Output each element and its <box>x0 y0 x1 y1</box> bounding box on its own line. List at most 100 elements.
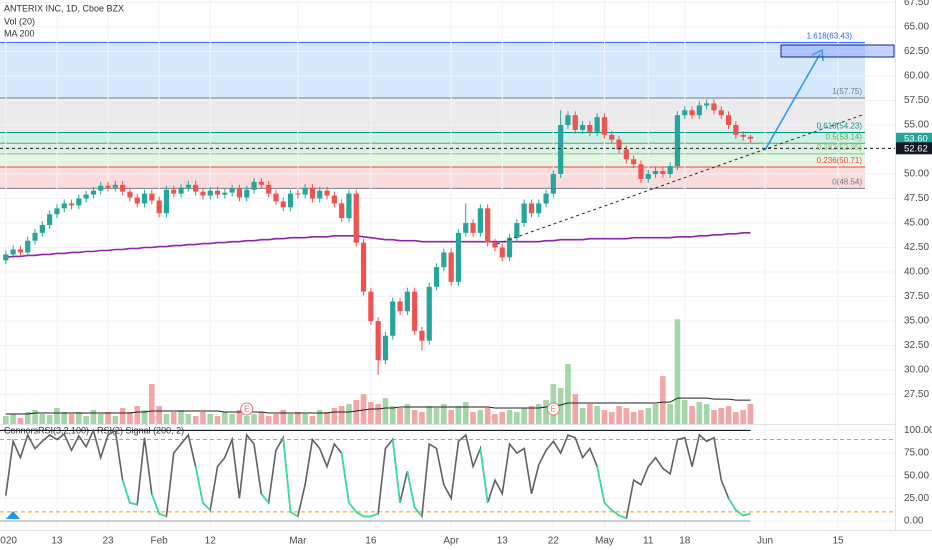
volume-bar <box>579 408 586 424</box>
volume-bar <box>499 412 506 424</box>
volume-bar <box>645 408 652 424</box>
candle-body <box>214 190 221 195</box>
volume-bar <box>470 412 476 424</box>
x-tick-label: Mar <box>289 536 307 547</box>
candle-body <box>747 136 754 139</box>
rsi-oversold-segment <box>370 512 379 518</box>
volume-bar <box>630 412 637 424</box>
candle-body <box>565 115 571 125</box>
candle-body <box>200 191 206 196</box>
volume-bar <box>484 408 491 424</box>
volume-bar <box>528 406 535 424</box>
volume-bar <box>419 412 425 424</box>
volume-bar <box>178 410 184 424</box>
candle-body <box>273 193 279 202</box>
volume-bar <box>112 416 119 424</box>
x-tick-label: 13 <box>51 536 63 547</box>
volume-bar <box>703 404 710 424</box>
rsi-tick-label: 75.00 <box>904 448 929 459</box>
candle-body <box>68 203 75 206</box>
y-tick-label: 32.50 <box>904 340 929 351</box>
candle-body <box>185 184 191 188</box>
candle-body <box>616 139 622 150</box>
candle-body <box>207 190 213 196</box>
x-tick-label: 18 <box>679 536 691 547</box>
rsi-oversold-segment <box>202 502 211 511</box>
rsi-oversold-segment <box>348 502 357 513</box>
x-tick-label: May <box>595 536 614 547</box>
candle-body <box>222 192 228 195</box>
candle-body <box>178 187 184 194</box>
fib-label: 0.618(54.23) <box>817 122 863 131</box>
candle-body <box>76 198 82 206</box>
rsi-oversold-segment <box>340 452 350 503</box>
candle-body <box>47 214 53 225</box>
volume-bar <box>280 410 287 424</box>
x-tick-label: 15 <box>832 536 844 547</box>
x-tick-label: 11 <box>643 536 654 547</box>
volume-bar <box>667 404 673 424</box>
candle-body <box>499 247 505 258</box>
candle-body <box>426 286 432 341</box>
x-tick-label: 2020 <box>0 536 17 547</box>
indicator-label: Vol (20) <box>4 16 35 26</box>
candle-body <box>601 117 608 135</box>
volume-bar <box>258 412 265 424</box>
trend-line <box>496 114 863 245</box>
rsi-tick-label: 50.00 <box>904 470 929 481</box>
volume-bar <box>477 410 484 424</box>
volume-bar <box>608 412 615 424</box>
rsi-oversold-segment <box>742 512 751 517</box>
rsi-oversold-segment <box>121 479 131 504</box>
candle-body <box>382 335 389 361</box>
candle-body <box>25 240 31 253</box>
fib-label: 0.5(53.14) <box>826 132 863 141</box>
candle-body <box>448 252 454 282</box>
price-badge-label: 52.62 <box>904 143 928 154</box>
candle-body <box>740 134 746 137</box>
volume-bar <box>61 412 68 424</box>
volume-bar <box>681 400 688 424</box>
candle-body <box>317 190 323 199</box>
fib-label: 0(48.54) <box>832 177 862 186</box>
rsi-oversold-segment <box>290 511 299 518</box>
y-tick-label: 47.50 <box>904 193 929 204</box>
volume-bar <box>46 415 53 424</box>
volume-bar <box>185 414 192 424</box>
candle-body <box>39 224 45 233</box>
x-tick-label: 22 <box>548 536 560 547</box>
candle-body <box>485 208 491 243</box>
candle-body <box>397 301 403 312</box>
y-tick-label: 55.00 <box>904 120 929 131</box>
volume-bar <box>331 408 338 424</box>
candle-body <box>331 195 337 204</box>
candle-body <box>10 249 16 255</box>
candle-body <box>433 267 440 287</box>
candle-body <box>521 203 527 224</box>
price-badge <box>896 132 932 145</box>
candle-body <box>579 124 586 130</box>
candle-body <box>163 189 170 214</box>
candle-body <box>674 115 681 167</box>
rsi-tick-label: 0.00 <box>904 516 924 527</box>
y-tick-label: 50.00 <box>904 169 929 180</box>
chart-title: ANTERIX INC, 1D, Cboe BZX <box>4 3 124 13</box>
volume-bar <box>733 412 739 424</box>
volume-bar <box>295 412 301 424</box>
volume-bar <box>119 408 126 424</box>
volume-bar <box>514 412 520 424</box>
candle-body <box>492 242 498 248</box>
volume-bar <box>375 404 381 424</box>
volume-bar <box>492 414 498 424</box>
candle-body <box>54 208 60 215</box>
x-tick-label: Feb <box>151 536 169 547</box>
candle-body <box>112 184 118 188</box>
y-tick-label: 67.50 <box>904 0 929 8</box>
candle-body <box>171 189 177 194</box>
volume-bar <box>448 410 454 424</box>
volume-bar <box>192 416 199 424</box>
candle-body <box>280 201 286 208</box>
volume-bar <box>287 414 294 424</box>
projection-arrow <box>764 53 821 151</box>
volume-bar <box>39 414 46 424</box>
